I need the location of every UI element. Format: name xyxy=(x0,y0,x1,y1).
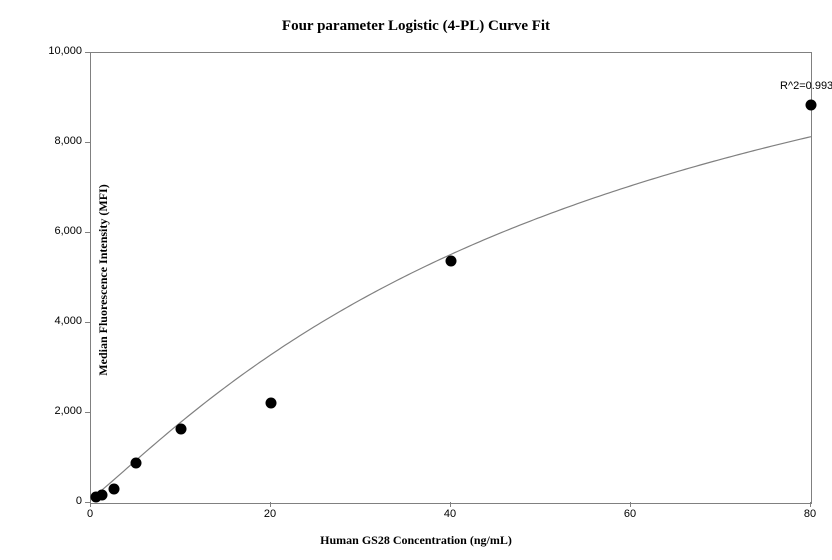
y-tick-label: 2,000 xyxy=(54,405,82,417)
data-point xyxy=(176,423,187,434)
x-tick-label: 40 xyxy=(430,508,470,520)
y-tick xyxy=(85,52,90,53)
y-tick-label: 0 xyxy=(76,495,82,507)
x-tick-label: 20 xyxy=(250,508,290,520)
y-tick-label: 10,000 xyxy=(48,45,82,57)
y-tick xyxy=(85,142,90,143)
x-tick xyxy=(810,502,811,507)
y-tick xyxy=(85,232,90,233)
x-tick xyxy=(450,502,451,507)
x-tick-label: 80 xyxy=(790,508,830,520)
x-axis-label: Human GS28 Concentration (ng/mL) xyxy=(0,533,832,548)
fit-curve xyxy=(91,53,811,503)
data-point xyxy=(108,484,119,495)
x-tick-label: 0 xyxy=(70,508,110,520)
x-tick xyxy=(270,502,271,507)
y-tick-label: 6,000 xyxy=(54,225,82,237)
y-tick xyxy=(85,412,90,413)
chart-container: Four parameter Logistic (4-PL) Curve Fit… xyxy=(0,0,832,560)
data-point xyxy=(266,398,277,409)
x-tick-label: 60 xyxy=(610,508,650,520)
data-point xyxy=(446,255,457,266)
chart-title: Four parameter Logistic (4-PL) Curve Fit xyxy=(0,18,832,35)
x-tick xyxy=(630,502,631,507)
data-point xyxy=(131,458,142,469)
y-tick xyxy=(85,322,90,323)
data-point xyxy=(806,99,817,110)
y-tick-label: 4,000 xyxy=(54,315,82,327)
y-tick-label: 8,000 xyxy=(54,135,82,147)
x-tick xyxy=(90,502,91,507)
plot-area xyxy=(90,52,812,504)
r-squared-annotation: R^2=0.9939 xyxy=(780,80,832,92)
data-point xyxy=(96,489,107,500)
